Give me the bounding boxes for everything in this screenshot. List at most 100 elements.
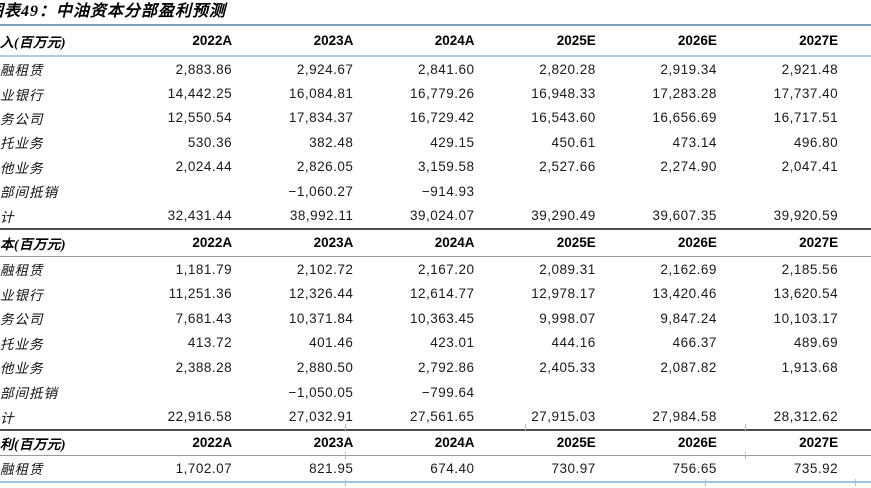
value-cell: 12,614.77	[410, 286, 475, 302]
column-header-2023A: 2023A	[313, 235, 354, 251]
value-cell: 13,420.46	[652, 286, 717, 302]
column-header-2026E: 2026E	[677, 33, 717, 48]
value-cell: 2,792.86	[418, 359, 475, 375]
row-label: 他业务	[0, 361, 44, 377]
section-header-label: 本(百万元)	[0, 236, 66, 252]
value-cell: 16,656.69	[652, 110, 717, 126]
value-cell: 821.95	[309, 460, 354, 476]
value-cell: 27,032.91	[288, 409, 354, 425]
value-cell: 17,283.28	[652, 86, 717, 102]
value-cell: 2,921.48	[781, 61, 839, 77]
gridline-tick	[525, 424, 526, 431]
value-cell: 2,388.28	[175, 359, 233, 375]
gridline-tick	[855, 479, 856, 486]
value-cell: 674.40	[430, 460, 475, 476]
column-header-2022A: 2022A	[192, 235, 233, 251]
value-cell: −1,060.27	[288, 183, 354, 199]
figure-title-bar: 图表49：中油资本分部盈利预测	[0, 0, 871, 26]
value-cell: 28,312.62	[773, 409, 839, 425]
value-cell: 32,431.44	[167, 208, 233, 224]
section-header-label: 入(百万元)	[0, 34, 66, 50]
row-label: 托业务	[0, 136, 44, 152]
value-cell: 2,167.20	[418, 261, 475, 277]
row-label: 融租赁	[0, 63, 44, 79]
row-label: 务公司	[0, 111, 44, 127]
section-header-row: 利(百万元) 2022A 2023A 2024A 2025E 2026E 2027E	[0, 431, 871, 456]
value-cell: 12,978.17	[531, 286, 596, 302]
value-cell: 735.92	[793, 460, 839, 476]
segment-forecast-table: 入(百万元) 2022A 2023A 2024A 2025E 2026E 2027E 融租赁 2…	[0, 26, 871, 483]
value-cell: 413.72	[187, 335, 233, 351]
value-cell: 39,290.49	[531, 208, 596, 224]
row-label: 业银行	[0, 287, 44, 303]
table-section-0: 入(百万元) 2022A 2023A 2024A 2025E 2026E 2027E 融租赁 2…	[0, 26, 871, 228]
table-row: 业银行 11,251.36 12,326.44 12,614.77 12,978.17 1…	[0, 281, 871, 306]
column-header-2025E: 2025E	[556, 435, 596, 451]
section-header-row: 入(百万元) 2022A 2023A 2024A 2025E 2026E 2027E	[0, 26, 871, 57]
value-cell: 39,920.59	[773, 208, 839, 224]
value-cell: 2,826.05	[296, 159, 354, 175]
column-header-2027E: 2027E	[799, 435, 839, 451]
column-header-2022A: 2022A	[192, 435, 233, 451]
value-cell: 730.97	[551, 460, 596, 476]
column-header-2026E: 2026E	[677, 235, 717, 251]
value-cell: 2,087.82	[660, 359, 717, 375]
table-row: 部间抵销 −1,050.05 −799.64	[0, 380, 871, 405]
value-cell: 2,883.86	[175, 61, 233, 77]
value-cell: 1,181.79	[175, 261, 233, 277]
value-cell: 14,442.25	[167, 86, 233, 102]
value-cell: 2,841.60	[418, 61, 475, 77]
value-cell: 1,702.07	[175, 460, 233, 476]
column-header-2024A: 2024A	[434, 33, 475, 48]
gridline-tick	[345, 424, 346, 431]
column-header-2022A: 2022A	[192, 33, 233, 48]
table-row: 部间抵销 −1,060.27 −914.93	[0, 179, 871, 203]
value-cell: 13,620.54	[773, 286, 839, 302]
value-cell: 16,084.81	[288, 86, 354, 102]
row-label: 他业务	[0, 160, 44, 176]
value-cell: 473.14	[672, 134, 717, 150]
value-cell: 16,717.51	[773, 110, 839, 126]
value-cell: 496.80	[793, 134, 839, 150]
value-cell: 16,779.26	[410, 86, 475, 102]
column-header-2027E: 2027E	[799, 235, 839, 251]
value-cell: 16,543.60	[531, 110, 596, 126]
value-cell: 2,880.50	[296, 359, 354, 375]
value-cell: 429.15	[430, 134, 475, 150]
value-cell: 17,737.40	[773, 86, 839, 102]
table-row: 融租赁 1,702.07 821.95 674.40 730.97 756.65 735.9…	[0, 456, 871, 481]
column-header-2026E: 2026E	[677, 435, 717, 451]
value-cell: 530.36	[187, 134, 233, 150]
value-cell: 27,984.58	[652, 409, 717, 425]
row-label: 计	[0, 410, 15, 426]
gridline-tick	[345, 452, 346, 459]
column-header-2027E: 2027E	[799, 33, 839, 48]
value-cell: −1,050.05	[288, 384, 354, 400]
gridline-tick	[745, 424, 746, 431]
value-cell: 423.01	[430, 335, 475, 351]
value-cell: 2,185.56	[781, 261, 839, 277]
value-cell: 9,998.07	[539, 310, 596, 326]
value-cell: 39,607.35	[652, 208, 717, 224]
row-label: 业银行	[0, 87, 44, 103]
value-cell: 2,820.28	[539, 61, 596, 77]
value-cell: 10,371.84	[288, 310, 354, 326]
table-section-1: 本(百万元) 2022A 2023A 2024A 2025E 2026E 2027E 融租赁 1…	[0, 227, 871, 429]
value-cell: 9,847.24	[660, 310, 717, 326]
table-row: 务公司 7,681.43 10,371.84 10,363.45 9,998.07 9,8…	[0, 306, 871, 331]
value-cell: 2,162.69	[660, 261, 717, 277]
value-cell: 22,916.58	[167, 409, 233, 425]
value-cell: 39,024.07	[410, 208, 475, 224]
value-cell: 2,527.66	[539, 159, 596, 175]
value-cell: 16,729.42	[410, 110, 475, 126]
table-row: 托业务 413.72 401.46 423.01 444.16 466.37 489.69	[0, 331, 871, 356]
table-row: 业银行 14,442.25 16,084.81 16,779.26 16,948.33 1…	[0, 81, 871, 105]
row-label: 务公司	[0, 312, 44, 328]
value-cell: 450.61	[551, 134, 596, 150]
section-header-label: 利(百万元)	[0, 436, 66, 452]
value-cell: 444.16	[551, 335, 596, 351]
table-row: 融租赁 1,181.79 2,102.72 2,167.20 2,089.31 2,162…	[0, 257, 871, 282]
value-cell: −914.93	[421, 183, 475, 199]
value-cell: 489.69	[793, 335, 839, 351]
